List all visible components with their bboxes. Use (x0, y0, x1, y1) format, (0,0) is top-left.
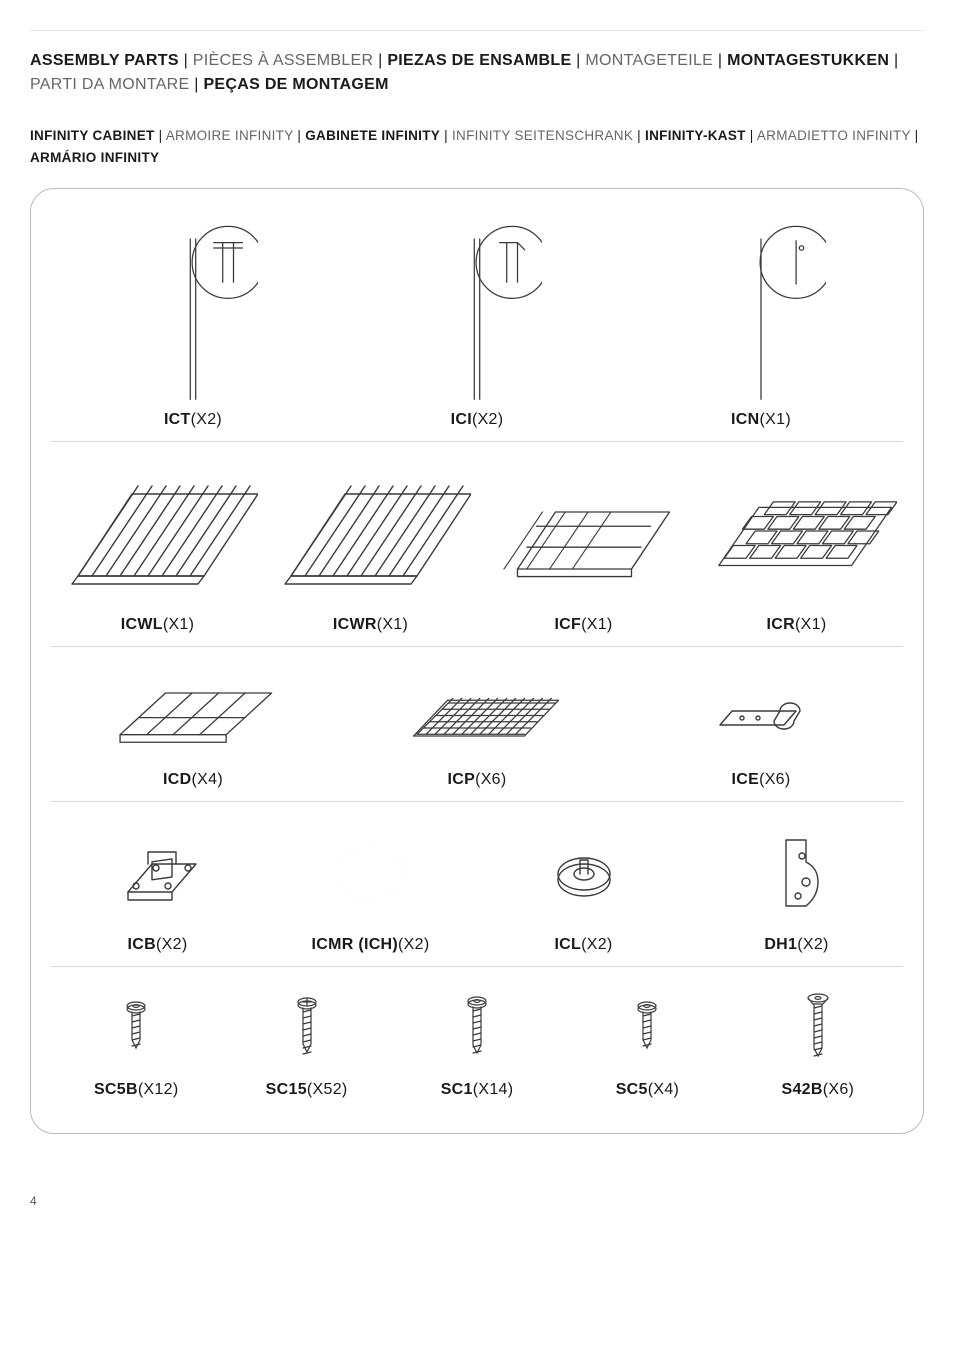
section-subtitle: INFINITY CABINET | ARMOIRE INFINITY | GA… (30, 125, 924, 168)
part-label: ICF(X1) (554, 616, 612, 634)
part-label: ICI(X2) (451, 411, 504, 429)
part-label: ICE(X6) (731, 771, 790, 789)
part-cell: SC15(X52) (221, 981, 391, 1099)
part-label: ICB(X2) (128, 936, 188, 954)
part-cell: ICWR(X1) (264, 456, 477, 634)
section-title: ASSEMBLY PARTS | PIÈCES À ASSEMBLER | PI… (30, 49, 924, 97)
part-label: SC1(X14) (441, 1081, 514, 1099)
part-label: ICWR(X1) (333, 616, 408, 634)
parts-row: ICWL(X1) ICWR(X1) ICF(X1) ICR(X1) (51, 442, 903, 647)
page-number: 4 (30, 1194, 924, 1208)
part-illustration (227, 981, 385, 1071)
part-cell: ICP(X6) (335, 661, 619, 789)
part-cell: ICD(X4) (51, 661, 335, 789)
part-cell: ICF(X1) (477, 456, 690, 634)
part-label: SC15(X52) (266, 1081, 348, 1099)
part-illustration (739, 981, 897, 1071)
part-illustration (57, 981, 215, 1071)
part-illustration (57, 816, 258, 926)
part-label: S42B(X6) (781, 1081, 854, 1099)
part-cell: SC5(X4) (562, 981, 732, 1099)
part-cell: S42B(X6) (733, 981, 903, 1099)
part-illustration (57, 456, 258, 606)
part-illustration (483, 456, 684, 606)
part-cell: ICWL(X1) (51, 456, 264, 634)
parts-row: ICT(X2) ICI(X2) ICN(X1) (51, 207, 903, 442)
part-label: ICL(X2) (554, 936, 612, 954)
part-cell: SC1(X14) (392, 981, 562, 1099)
part-illustration (483, 816, 684, 926)
part-illustration (696, 816, 897, 926)
part-label: ICMR (ICH)(X2) (312, 936, 430, 954)
part-label: DH1(X2) (764, 936, 828, 954)
part-illustration (341, 221, 613, 401)
part-cell: SC5B(X12) (51, 981, 221, 1099)
part-cell: ICN(X1) (619, 221, 903, 429)
part-cell: ICR(X1) (690, 456, 903, 634)
part-cell: ICL(X2) (477, 816, 690, 954)
part-illustration (341, 661, 613, 761)
part-label: ICD(X4) (163, 771, 223, 789)
part-illustration (57, 221, 329, 401)
part-cell: ICMR (ICH)(X2) (264, 816, 477, 954)
part-cell: ICB(X2) (51, 816, 264, 954)
part-label: ICP(X6) (447, 771, 506, 789)
part-cell: ICI(X2) (335, 221, 619, 429)
parts-row: ICB(X2) ICMR (ICH)(X2) ICL(X2) DH1(X2) (51, 802, 903, 967)
part-cell: ICT(X2) (51, 221, 335, 429)
part-label: ICT(X2) (164, 411, 222, 429)
part-label: SC5(X4) (616, 1081, 679, 1099)
part-illustration (398, 981, 556, 1071)
part-label: ICWL(X1) (121, 616, 195, 634)
part-label: SC5B(X12) (94, 1081, 179, 1099)
part-illustration (57, 661, 329, 761)
parts-panel: ICT(X2) ICI(X2) ICN(X1) ICWL(X1) (30, 188, 924, 1134)
part-illustration (270, 816, 471, 926)
part-illustration (625, 221, 897, 401)
part-illustration (270, 456, 471, 606)
part-cell: ICE(X6) (619, 661, 903, 789)
part-label: ICN(X1) (731, 411, 791, 429)
part-illustration (568, 981, 726, 1071)
parts-row: ICD(X4) ICP(X6) ICE(X6) (51, 647, 903, 802)
part-illustration (696, 456, 897, 606)
part-illustration (625, 661, 897, 761)
part-cell: DH1(X2) (690, 816, 903, 954)
part-label: ICR(X1) (767, 616, 827, 634)
top-rule (30, 30, 924, 31)
parts-row: SC5B(X12) SC15(X52) SC1(X14) SC5(X4) S42… (51, 967, 903, 1111)
